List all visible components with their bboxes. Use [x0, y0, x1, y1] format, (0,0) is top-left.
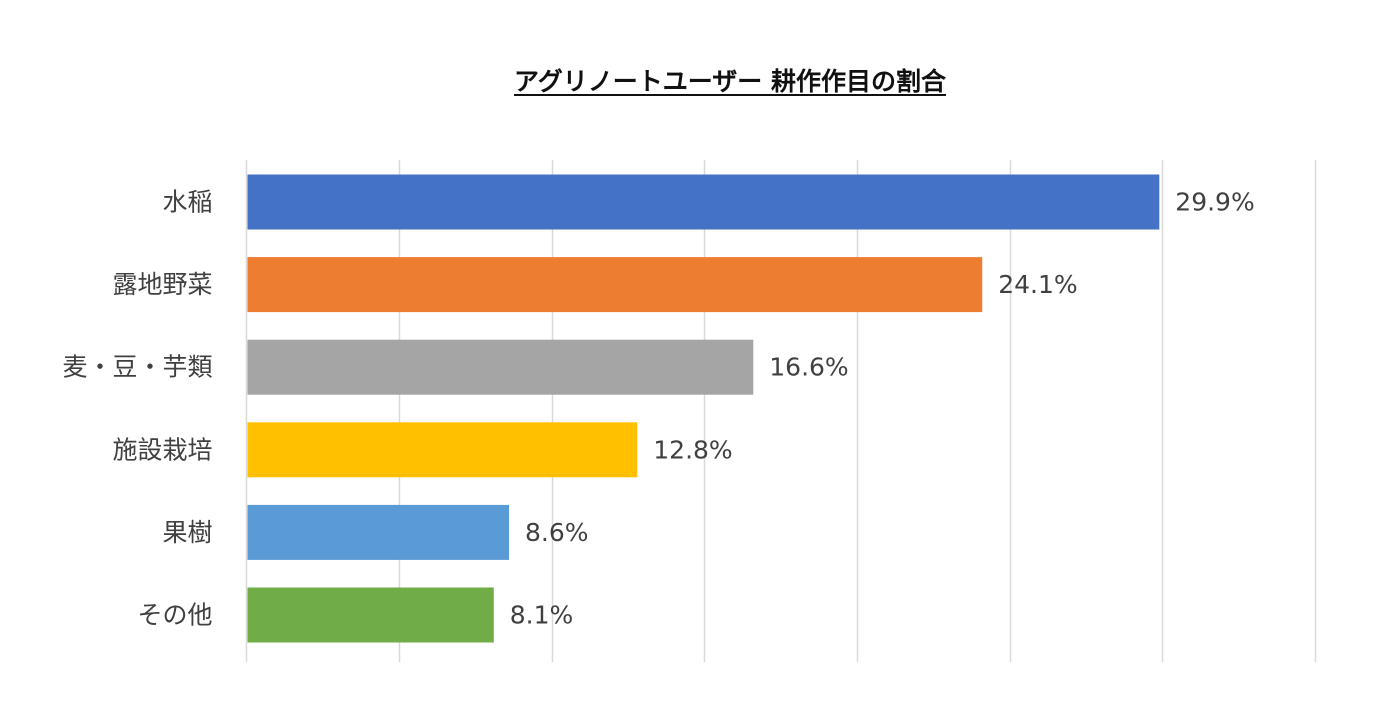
category-label: 露地野菜 [112, 270, 212, 299]
category-label: 果樹 [162, 518, 212, 547]
data-label: 29.9% [1175, 188, 1254, 217]
chart-title: アグリノートユーザー 耕作作目の割合 [514, 67, 946, 96]
data-label: 8.1% [510, 601, 574, 630]
bar [247, 174, 1160, 230]
category-label: 施設栽培 [112, 435, 212, 464]
category-label: 水稲 [162, 188, 212, 217]
category-label: その他 [137, 601, 212, 630]
data-label: 16.6% [769, 353, 848, 382]
bar [247, 587, 494, 643]
data-label: 24.1% [998, 270, 1077, 299]
data-label: 12.8% [653, 435, 732, 464]
bar [247, 257, 983, 313]
bar [247, 422, 638, 478]
data-label: 8.6% [525, 518, 589, 547]
category-label: 麦・豆・芋類 [62, 353, 212, 382]
bar [247, 339, 754, 395]
bar [247, 504, 510, 560]
